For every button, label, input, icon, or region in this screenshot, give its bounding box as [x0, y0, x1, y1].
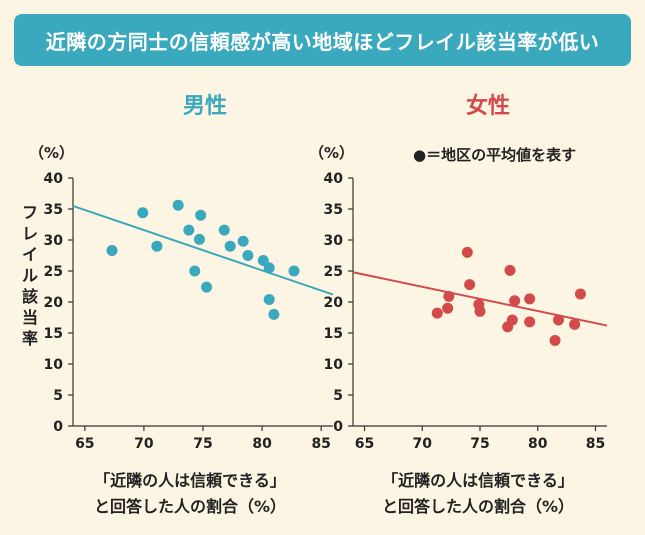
female-data-point	[549, 334, 561, 346]
female-x-tick-label: 80	[528, 436, 548, 452]
male-x-tick-label: 75	[193, 436, 212, 452]
male-y-tick-label: 20	[44, 295, 64, 311]
female-unit-label: （%）	[309, 144, 354, 162]
female-data-point	[524, 293, 536, 305]
female-data-point	[431, 307, 443, 319]
female-x-label-line1: 「近隣の人は信頼できる」	[382, 471, 574, 490]
female-data-point	[464, 279, 476, 291]
male-data-point	[242, 250, 254, 261]
female-chart-title: 女性	[466, 93, 510, 119]
male-chart-title: 男性	[183, 94, 227, 119]
male-y-tick-label: 35	[44, 202, 63, 218]
male-data-point	[224, 240, 236, 252]
female-y-tick-label: 25	[324, 264, 343, 280]
male-y-tick-label: 5	[53, 388, 63, 404]
headline-banner: 近隣の方同士の信頼感が高い地域ほどフレイル該当率が低い	[14, 14, 631, 66]
female-x-tick-label: 70	[413, 436, 433, 452]
male-unit-label: （%）	[29, 144, 74, 162]
female-trend-line	[352, 271, 608, 327]
female-data-point	[524, 316, 536, 328]
female-data-point	[443, 290, 455, 302]
male-data-point	[172, 199, 184, 211]
male-y-tick-label: 15	[44, 326, 63, 342]
male-y-tick-label: 0	[53, 419, 63, 435]
male-y-label: フレイル該当率	[22, 203, 38, 348]
male-data-point	[183, 224, 195, 236]
male-x-tick-label: 65	[75, 436, 94, 452]
male-x-tick-label: 70	[134, 436, 154, 452]
female-y-tick-label: 30	[324, 233, 344, 249]
male-data-point	[151, 240, 163, 252]
female-data-point	[506, 314, 518, 326]
male-x-label-line1: 「近隣の人は信頼できる」	[94, 471, 286, 490]
male-data-point	[288, 265, 300, 277]
female-data-point	[442, 302, 454, 314]
male-data-point	[263, 262, 275, 274]
legend-note: ●＝地区の平均値を表す	[413, 146, 576, 164]
male-x-tick-label: 85	[311, 436, 330, 452]
female-y-tick-label: 10	[324, 357, 344, 373]
male-data-point	[106, 245, 118, 257]
male-data-point	[189, 265, 201, 277]
female-y-tick-label: 5	[333, 388, 343, 404]
male-y-tick-label: 30	[44, 233, 64, 249]
male-data-point	[195, 209, 207, 221]
male-x-label-line2: と回答した人の割合（%）	[94, 497, 286, 516]
headline-text: 近隣の方同士の信頼感が高い地域ほどフレイル該当率が低い	[45, 29, 600, 54]
male-data-point	[201, 281, 213, 293]
female-y-tick-label: 35	[324, 202, 343, 218]
male-data-point	[137, 207, 149, 219]
female-y-tick-label: 20	[324, 295, 344, 311]
female-data-point	[553, 314, 565, 326]
female-y-tick-label: 40	[324, 171, 344, 187]
female-data-point	[569, 318, 581, 330]
male-x-tick-label: 80	[252, 436, 272, 452]
male-y-tick-label: 10	[44, 357, 64, 373]
female-data-point	[461, 246, 473, 258]
female-data-point	[509, 295, 521, 307]
male-y-tick-label: 25	[44, 264, 63, 280]
female-x-tick-label: 65	[355, 436, 374, 452]
male-data-point	[237, 235, 249, 247]
male-trend-line	[72, 204, 334, 296]
female-data-point	[474, 305, 486, 317]
female-data-point	[574, 288, 586, 300]
female-x-tick-label: 85	[586, 436, 605, 452]
male-data-point	[193, 233, 205, 245]
female-y-tick-label: 0	[333, 419, 343, 435]
female-y-tick-label: 15	[324, 326, 343, 342]
female-data-point	[504, 264, 516, 276]
male-data-point	[257, 254, 269, 266]
male-data-point	[263, 294, 275, 306]
female-x-tick-label: 75	[470, 436, 489, 452]
female-x-label-line2: と回答した人の割合（%）	[382, 497, 574, 516]
male-data-point	[218, 224, 230, 236]
male-data-point	[268, 308, 280, 320]
male-y-tick-label: 40	[44, 171, 64, 187]
